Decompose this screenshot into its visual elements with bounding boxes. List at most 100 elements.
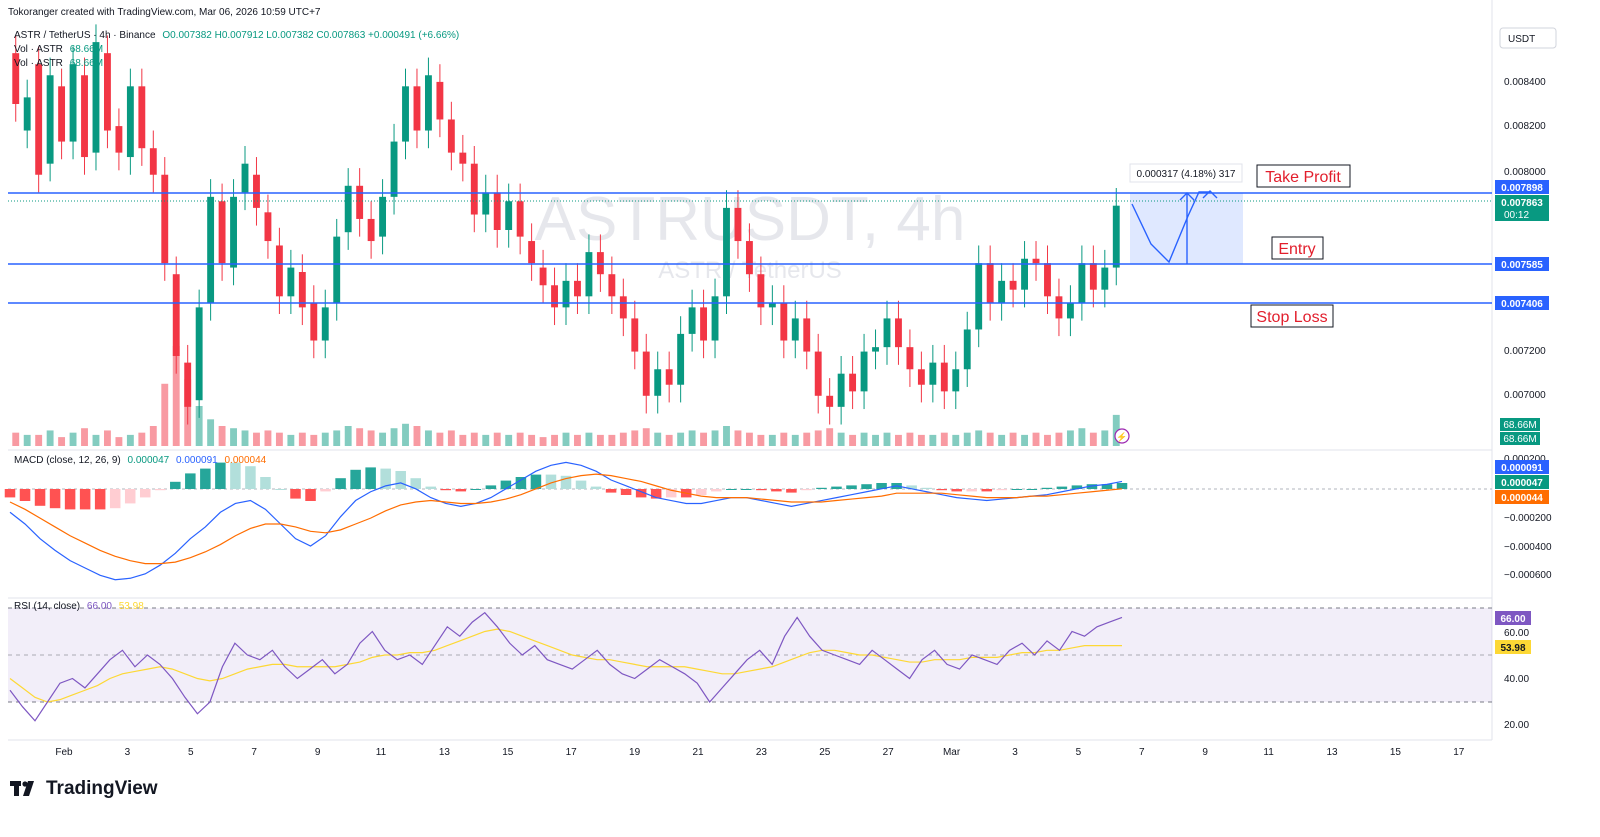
candle-body[interactable]: [264, 212, 272, 242]
candle-body[interactable]: [195, 307, 203, 401]
candle-body[interactable]: [207, 196, 215, 303]
candle-body[interactable]: [734, 207, 742, 242]
candle-body[interactable]: [998, 280, 1006, 303]
candle-body[interactable]: [551, 285, 558, 308]
candle-body[interactable]: [1089, 263, 1097, 290]
candle-body[interactable]: [1101, 267, 1109, 290]
candle-body[interactable]: [126, 86, 134, 158]
candle-body[interactable]: [447, 119, 455, 153]
currency-button[interactable]: [1499, 27, 1557, 49]
candle-body[interactable]: [757, 274, 765, 308]
candle-body[interactable]: [723, 207, 730, 297]
brand-logo[interactable]: TradingView: [10, 778, 158, 800]
candle-body[interactable]: [826, 395, 834, 407]
candle-body[interactable]: [539, 267, 547, 286]
candle-body[interactable]: [1066, 302, 1074, 319]
candle-body[interactable]: [585, 252, 593, 297]
candle-body[interactable]: [390, 141, 398, 197]
candle-body[interactable]: [1032, 258, 1040, 264]
candle-body[interactable]: [883, 318, 891, 348]
candle-body[interactable]: [906, 347, 914, 370]
candle-body[interactable]: [12, 53, 20, 104]
price-axis[interactable]: 0.008400 0.008200 0.008000 0.007200 0.00…: [1504, 77, 1546, 401]
candle-body[interactable]: [321, 307, 329, 341]
candle-body[interactable]: [230, 196, 237, 268]
candle-body[interactable]: [1044, 263, 1051, 297]
candle-body[interactable]: [700, 307, 708, 341]
candle-body[interactable]: [528, 241, 536, 264]
projection-path[interactable]: [1131, 191, 1210, 264]
candle-body[interactable]: [711, 296, 719, 341]
candle-body[interactable]: [161, 174, 169, 264]
candle-body[interactable]: [745, 241, 753, 275]
candle-body[interactable]: [1078, 263, 1086, 303]
candle-body[interactable]: [895, 318, 902, 348]
candle-body[interactable]: [872, 347, 879, 352]
stop-loss-box[interactable]: [1250, 304, 1334, 328]
candle-body[interactable]: [69, 64, 77, 142]
candle-body[interactable]: [654, 369, 662, 396]
candle-body[interactable]: [1055, 296, 1063, 319]
candle-body[interactable]: [814, 351, 822, 396]
candle-body[interactable]: [688, 307, 696, 334]
time-axis[interactable]: Feb 3 5 7 9 11 13 15 17 19 21 23 25 27 Mar 3 5 7 9 11 13 15 17: [55, 747, 1464, 758]
candle-body[interactable]: [642, 351, 650, 396]
macd-title[interactable]: MACD (close, 12, 26, 9): [14, 455, 121, 466]
candle-body[interactable]: [860, 351, 868, 392]
candle-body[interactable]: [35, 64, 43, 175]
candle-body[interactable]: [104, 53, 111, 131]
candle-body[interactable]: [310, 302, 318, 341]
candle-body[interactable]: [849, 373, 857, 392]
candle-body[interactable]: [929, 362, 937, 385]
candle-body[interactable]: [780, 302, 788, 341]
candle-body[interactable]: [23, 97, 31, 131]
candle-body[interactable]: [516, 201, 524, 237]
candle-body[interactable]: [81, 75, 88, 158]
candle-body[interactable]: [138, 86, 146, 149]
candle-body[interactable]: [1021, 258, 1028, 290]
candle-body[interactable]: [275, 245, 283, 297]
candle-body[interactable]: [791, 318, 799, 341]
entry-box[interactable]: [1271, 236, 1324, 260]
candle-body[interactable]: [402, 86, 409, 142]
candle-body[interactable]: [631, 318, 639, 352]
candle-body[interactable]: [241, 163, 249, 193]
candle-body[interactable]: [1112, 205, 1120, 268]
candle-body[interactable]: [482, 192, 490, 215]
candle-body[interactable]: [46, 75, 54, 164]
candle-body[interactable]: [837, 373, 845, 407]
candle-body[interactable]: [58, 86, 66, 142]
candle-body[interactable]: [413, 86, 421, 131]
replay-icon[interactable]: [1114, 428, 1130, 444]
candle-body[interactable]: [218, 201, 226, 264]
candle-body[interactable]: [253, 174, 260, 208]
candle-body[interactable]: [459, 152, 467, 164]
candle-body[interactable]: [505, 201, 513, 230]
candle-body[interactable]: [917, 369, 925, 385]
candle-body[interactable]: [115, 126, 123, 153]
candle-body[interactable]: [493, 192, 501, 230]
candle-body[interactable]: [92, 42, 100, 153]
candle-body[interactable]: [608, 274, 616, 297]
candle-body[interactable]: [952, 369, 960, 392]
candle-body[interactable]: [333, 236, 341, 303]
candle-body[interactable]: [986, 263, 994, 303]
candle-body[interactable]: [172, 274, 180, 356]
candle-body[interactable]: [963, 329, 971, 370]
candle-body[interactable]: [149, 148, 157, 175]
candle-body[interactable]: [768, 302, 776, 308]
candle-body[interactable]: [424, 75, 432, 131]
candle-body[interactable]: [470, 163, 478, 215]
candle-body[interactable]: [379, 196, 387, 237]
candle-body[interactable]: [436, 81, 444, 120]
candle-body[interactable]: [356, 185, 364, 219]
candle-body[interactable]: [1009, 280, 1017, 290]
candle-body[interactable]: [665, 369, 673, 385]
candle-body[interactable]: [344, 185, 352, 233]
candle-body[interactable]: [596, 252, 604, 275]
candle-body[interactable]: [574, 280, 581, 297]
symbol-title[interactable]: ASTR / TetherUS · 4h · Binance: [14, 30, 156, 41]
candle-body[interactable]: [367, 218, 375, 242]
candle-body[interactable]: [940, 362, 948, 392]
candle-body[interactable]: [287, 267, 295, 297]
